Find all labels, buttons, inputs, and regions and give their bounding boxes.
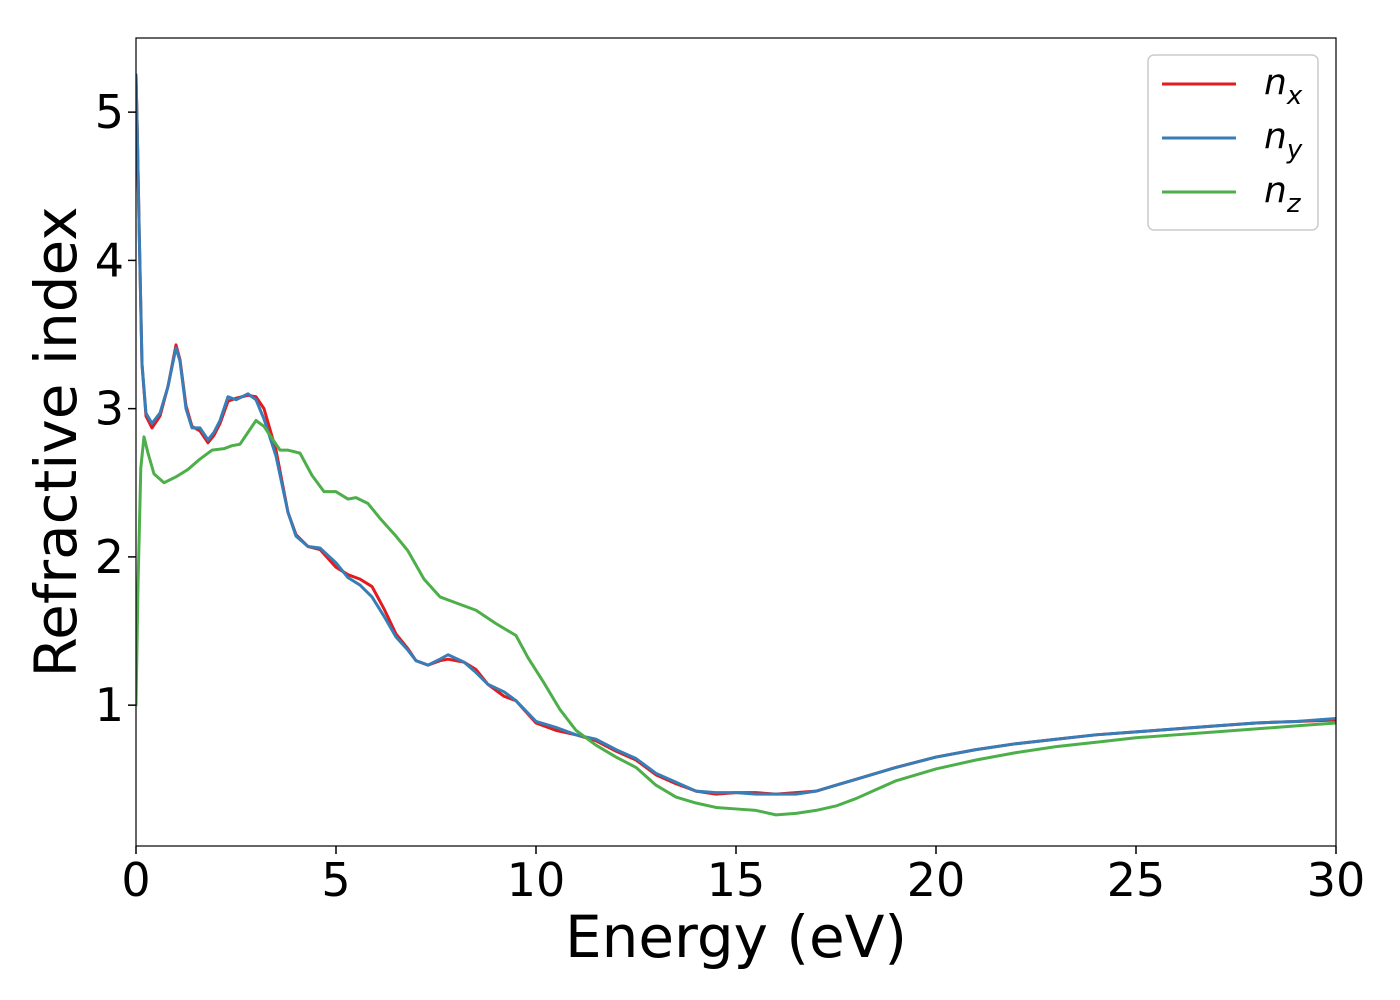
y-tick-label: 3 xyxy=(95,382,124,436)
legend: nx ny nz xyxy=(1147,54,1319,231)
y-axis-ticks: 1 2 3 4 5 xyxy=(95,85,136,732)
x-tick-label: 20 xyxy=(907,853,966,907)
x-tick-label: 0 xyxy=(121,853,150,907)
legend-box xyxy=(1147,54,1319,231)
y-tick-label: 5 xyxy=(95,85,124,139)
plot-area xyxy=(136,73,1336,817)
y-axis-label: Refractive index xyxy=(22,206,90,677)
x-axis-ticks: 0 5 10 15 20 25 30 xyxy=(121,846,1365,907)
legend-label-x: nx xyxy=(1264,62,1303,111)
axes-frame xyxy=(135,37,1337,847)
x-axis-label: Energy (eV) xyxy=(565,903,907,971)
series-line-z xyxy=(136,419,1336,817)
x-tick-label: 25 xyxy=(1107,853,1166,907)
y-tick-label: 4 xyxy=(95,233,124,287)
x-tick-label: 15 xyxy=(707,853,766,907)
legend-label-z: nz xyxy=(1264,170,1302,219)
x-tick-label: 5 xyxy=(321,853,350,907)
x-tick-label: 10 xyxy=(507,853,566,907)
y-tick-label: 1 xyxy=(95,678,124,732)
series-line-y xyxy=(136,73,1336,796)
y-tick-label: 2 xyxy=(95,530,124,584)
legend-label-y: ny xyxy=(1264,116,1303,165)
x-tick-label: 30 xyxy=(1307,853,1366,907)
